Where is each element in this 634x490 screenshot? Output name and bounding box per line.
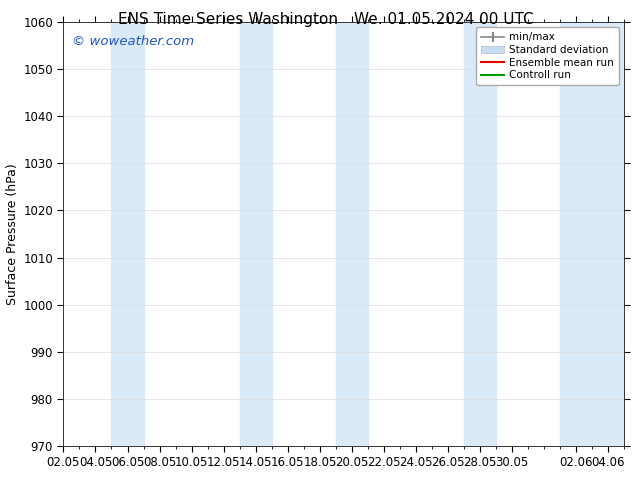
Text: © woweather.com: © woweather.com	[72, 35, 194, 48]
Bar	[336, 22, 368, 446]
Bar	[112, 22, 143, 446]
Bar	[464, 22, 496, 446]
Text: We. 01.05.2024 00 UTC: We. 01.05.2024 00 UTC	[354, 12, 534, 27]
Text: ENS Time Series Washington: ENS Time Series Washington	[118, 12, 339, 27]
Legend: min/max, Standard deviation, Ensemble mean run, Controll run: min/max, Standard deviation, Ensemble me…	[476, 27, 619, 85]
Bar	[240, 22, 272, 446]
Bar	[560, 22, 624, 446]
Y-axis label: Surface Pressure (hPa): Surface Pressure (hPa)	[6, 163, 19, 305]
